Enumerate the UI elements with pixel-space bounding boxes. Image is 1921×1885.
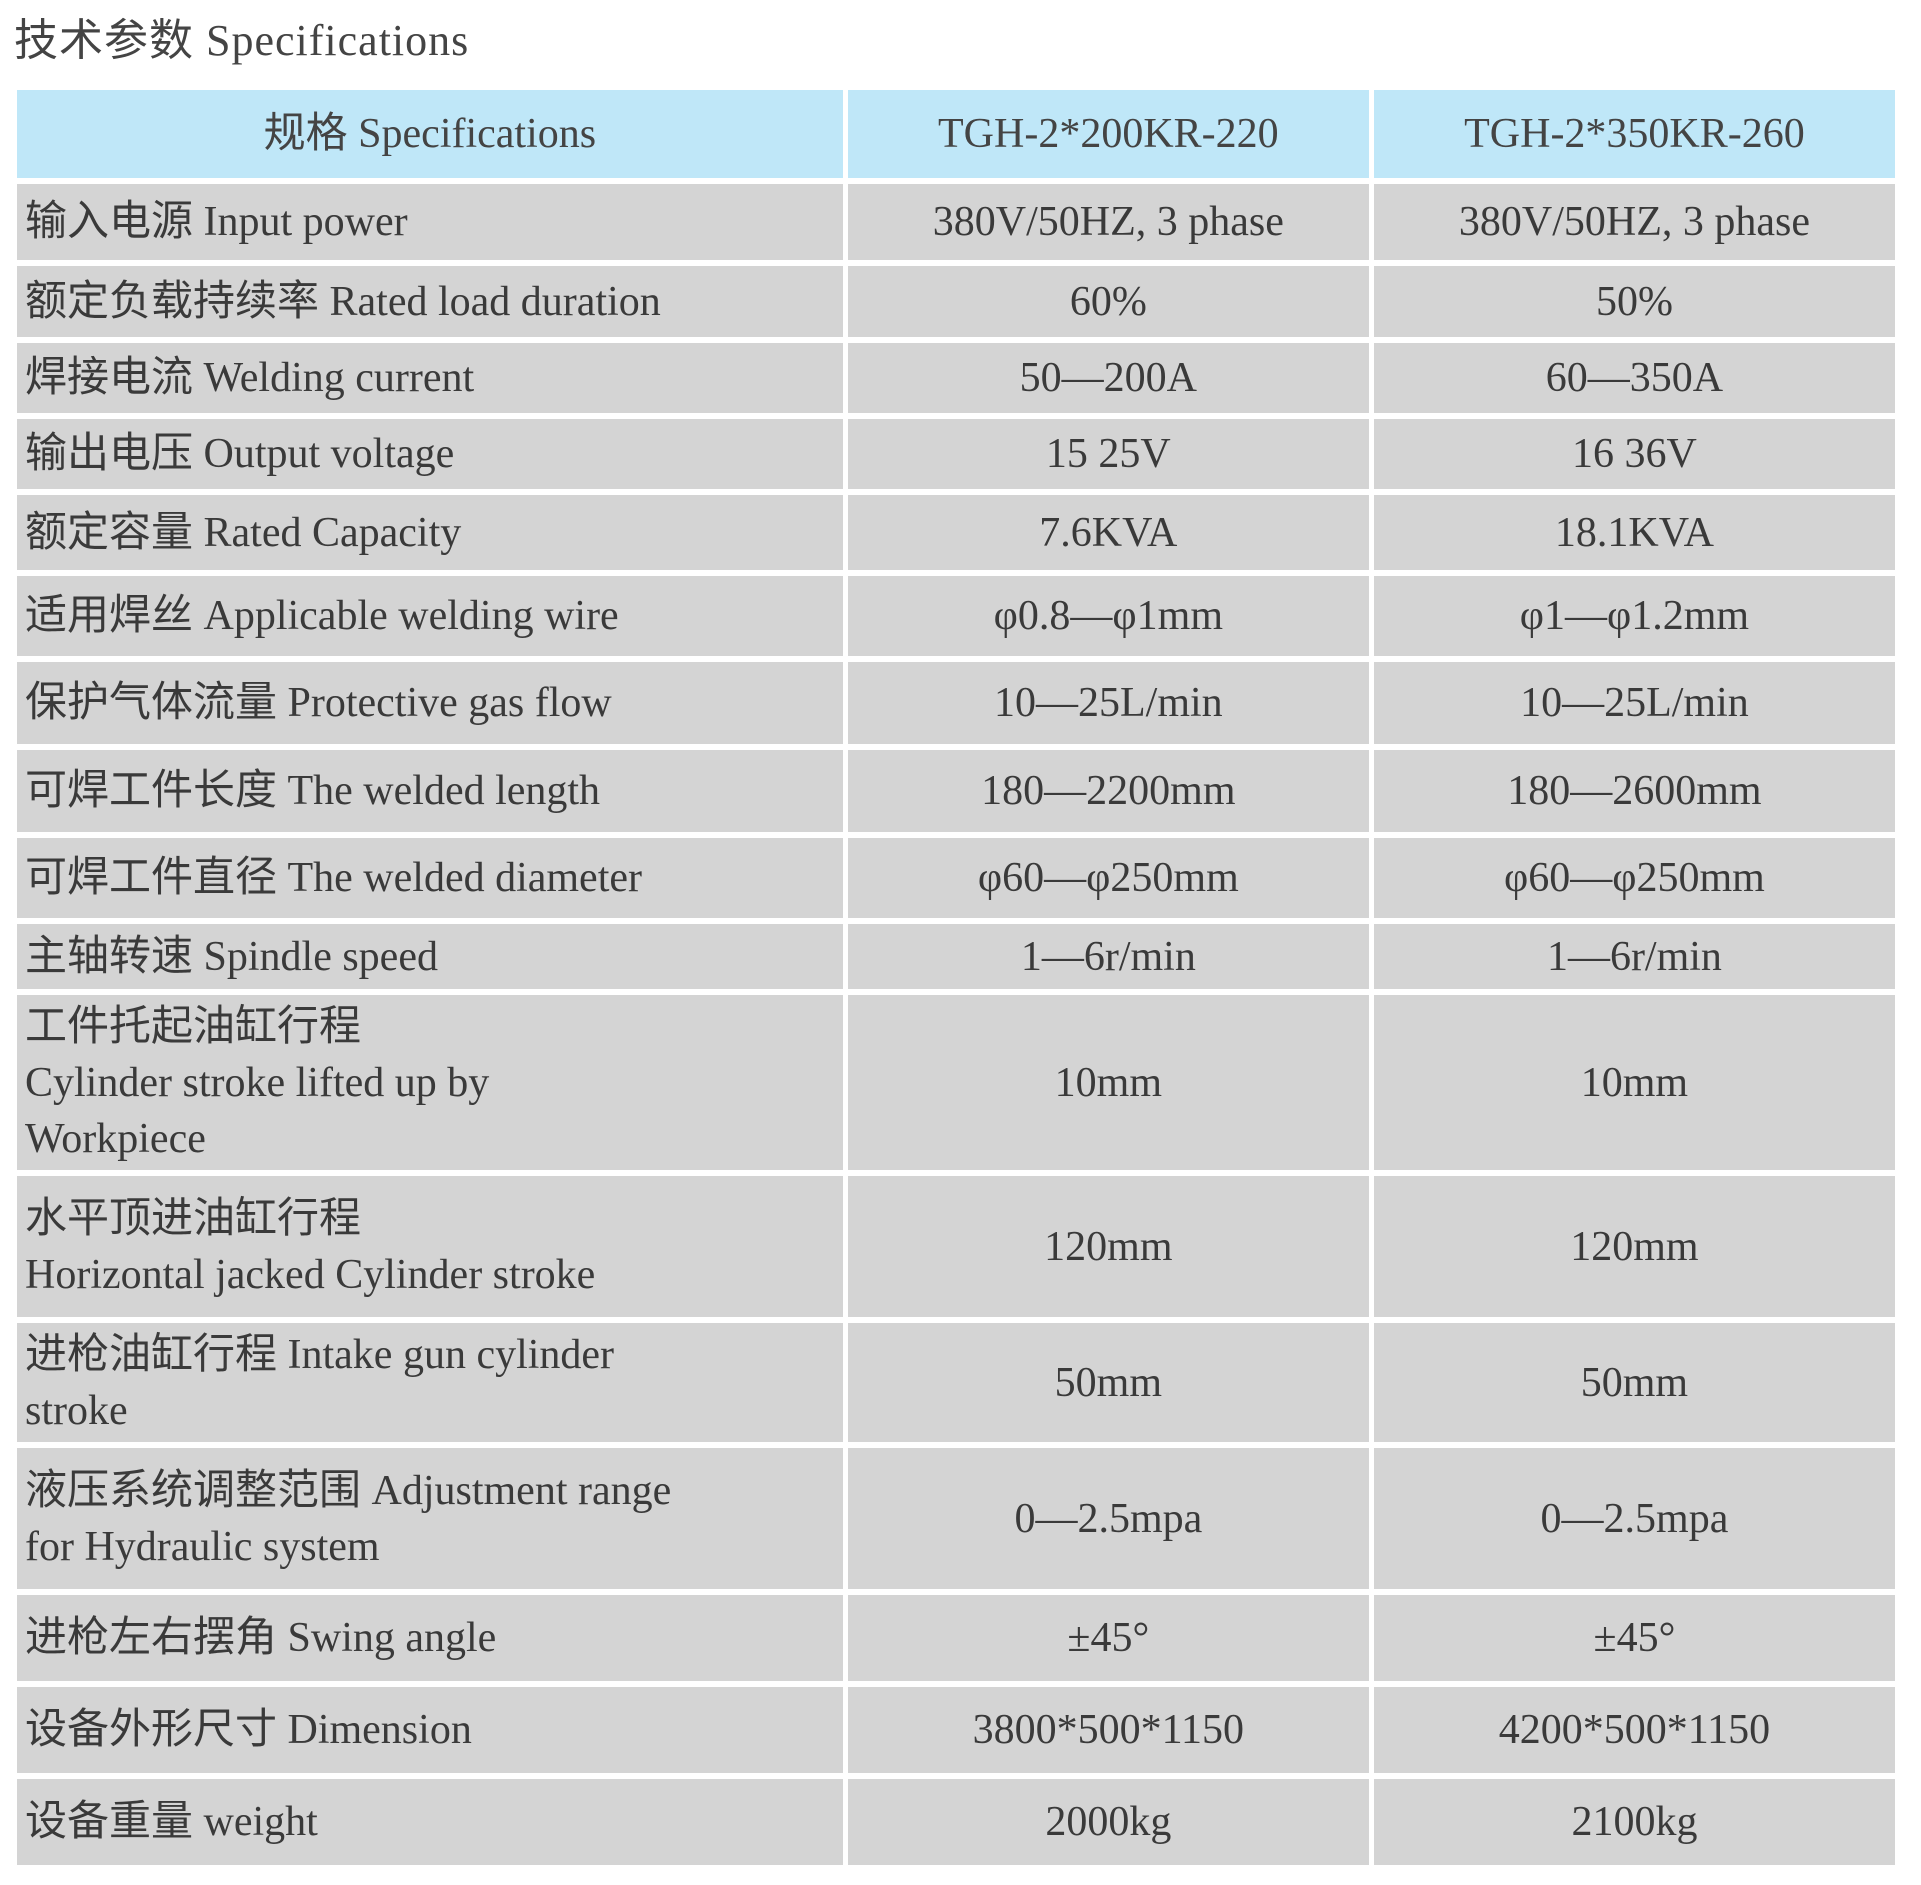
table-row: 设备重量 weight 2000kg 2100kg: [17, 1779, 1895, 1865]
header-model-2: TGH-2*350KR-260: [1373, 90, 1895, 178]
spec-label: 可焊工件直径 The welded diameter: [17, 838, 843, 918]
spec-value: 10—25L/min: [847, 662, 1369, 744]
spec-value: 1—6r/min: [847, 924, 1369, 989]
table-row: 保护气体流量 Protective gas flow 10—25L/min 10—2…: [17, 662, 1895, 744]
spec-value: 0—2.5mpa: [847, 1448, 1369, 1589]
table-row: 主轴转速 Spindle speed 1—6r/min 1—6r/min: [17, 924, 1895, 989]
spec-label: 输入电源 Input power: [17, 184, 843, 260]
spec-value: 3800*500*1150: [847, 1687, 1369, 1773]
spec-value: ±45°: [1373, 1595, 1895, 1681]
spec-value: ±45°: [847, 1595, 1369, 1681]
spec-value: 10—25L/min: [1373, 662, 1895, 744]
spec-label: 进枪左右摆角 Swing angle: [17, 1595, 843, 1681]
table-row: 额定容量 Rated Capacity 7.6KVA 18.1KVA: [17, 495, 1895, 570]
spec-value: 50—200A: [847, 343, 1369, 413]
spec-value: 15 25V: [847, 419, 1369, 489]
spec-label: 水平顶进油缸行程 Horizontal jacked Cylinder stro…: [17, 1176, 843, 1317]
spec-value: 380V/50HZ, 3 phase: [847, 184, 1369, 260]
spec-value: 10mm: [847, 995, 1369, 1170]
spec-value: 10mm: [1373, 995, 1895, 1170]
table-row: 可焊工件直径 The welded diameter φ60—φ250mm φ60—…: [17, 838, 1895, 918]
spec-label: 主轴转速 Spindle speed: [17, 924, 843, 989]
page-title: 技术参数 Specifications: [14, 16, 470, 65]
spec-value: 50mm: [1373, 1323, 1895, 1442]
spec-value: 2000kg: [847, 1779, 1369, 1865]
spec-value: 4200*500*1150: [1373, 1687, 1895, 1773]
spec-label: 输出电压 Output voltage: [17, 419, 843, 489]
spec-label: 焊接电流 Welding current: [17, 343, 843, 413]
table-row: 液压系统调整范围 Adjustment range for Hydraulic …: [17, 1448, 1895, 1589]
spec-value: 180—2200mm: [847, 750, 1369, 832]
table-header-row: 规格 Specifications TGH-2*200KR-220 TGH-2*…: [17, 90, 1895, 178]
spec-value: 380V/50HZ, 3 phase: [1373, 184, 1895, 260]
spec-label: 设备外形尺寸 Dimension: [17, 1687, 843, 1773]
table-row: 设备外形尺寸 Dimension 3800*500*1150 4200*500*11…: [17, 1687, 1895, 1773]
table-row: 进枪油缸行程 Intake gun cylinder stroke 50mm 50m…: [17, 1323, 1895, 1442]
spec-label: 进枪油缸行程 Intake gun cylinder stroke: [17, 1323, 843, 1442]
spec-value: φ60—φ250mm: [847, 838, 1369, 918]
spec-value: 18.1KVA: [1373, 495, 1895, 570]
spec-label: 设备重量 weight: [17, 1779, 843, 1865]
spec-value: 120mm: [847, 1176, 1369, 1317]
spec-value: 120mm: [1373, 1176, 1895, 1317]
table-row: 适用焊丝 Applicable welding wire φ0.8—φ1mm φ1—…: [17, 576, 1895, 656]
table-row: 输出电压 Output voltage 15 25V 16 36V: [17, 419, 1895, 489]
spec-value: 50%: [1373, 266, 1895, 337]
table-row: 工件托起油缸行程 Cylinder stroke lifted up by Wo…: [17, 995, 1895, 1170]
spec-value: φ0.8—φ1mm: [847, 576, 1369, 656]
spec-label: 保护气体流量 Protective gas flow: [17, 662, 843, 744]
header-model-1: TGH-2*200KR-220: [847, 90, 1369, 178]
spec-label: 工件托起油缸行程 Cylinder stroke lifted up by Wo…: [17, 995, 843, 1170]
spec-value: φ1—φ1.2mm: [1373, 576, 1895, 656]
spec-label: 可焊工件长度 The welded length: [17, 750, 843, 832]
spec-value: 60%: [847, 266, 1369, 337]
spec-label: 液压系统调整范围 Adjustment range for Hydraulic …: [17, 1448, 843, 1589]
spec-value: 0—2.5mpa: [1373, 1448, 1895, 1589]
table-row: 输入电源 Input power 380V/50HZ, 3 phase 380V/5…: [17, 184, 1895, 260]
spec-label: 适用焊丝 Applicable welding wire: [17, 576, 843, 656]
spec-value: 1—6r/min: [1373, 924, 1895, 989]
table-row: 水平顶进油缸行程 Horizontal jacked Cylinder stro…: [17, 1176, 1895, 1317]
spec-value: 7.6KVA: [847, 495, 1369, 570]
spec-value: 180—2600mm: [1373, 750, 1895, 832]
spec-value: 60—350A: [1373, 343, 1895, 413]
table-row: 焊接电流 Welding current 50—200A 60—350A: [17, 343, 1895, 413]
spec-label: 额定负载持续率 Rated load duration: [17, 266, 843, 337]
specifications-table: 规格 Specifications TGH-2*200KR-220 TGH-2*…: [12, 84, 1900, 1871]
table-row: 可焊工件长度 The welded length 180—2200mm 180—26…: [17, 750, 1895, 832]
spec-value: φ60—φ250mm: [1373, 838, 1895, 918]
spec-label: 额定容量 Rated Capacity: [17, 495, 843, 570]
spec-value: 50mm: [847, 1323, 1369, 1442]
header-specifications: 规格 Specifications: [17, 90, 843, 178]
spec-value: 2100kg: [1373, 1779, 1895, 1865]
spec-value: 16 36V: [1373, 419, 1895, 489]
table-row: 额定负载持续率 Rated load duration 60% 50%: [17, 266, 1895, 337]
table-row: 进枪左右摆角 Swing angle ±45° ±45°: [17, 1595, 1895, 1681]
